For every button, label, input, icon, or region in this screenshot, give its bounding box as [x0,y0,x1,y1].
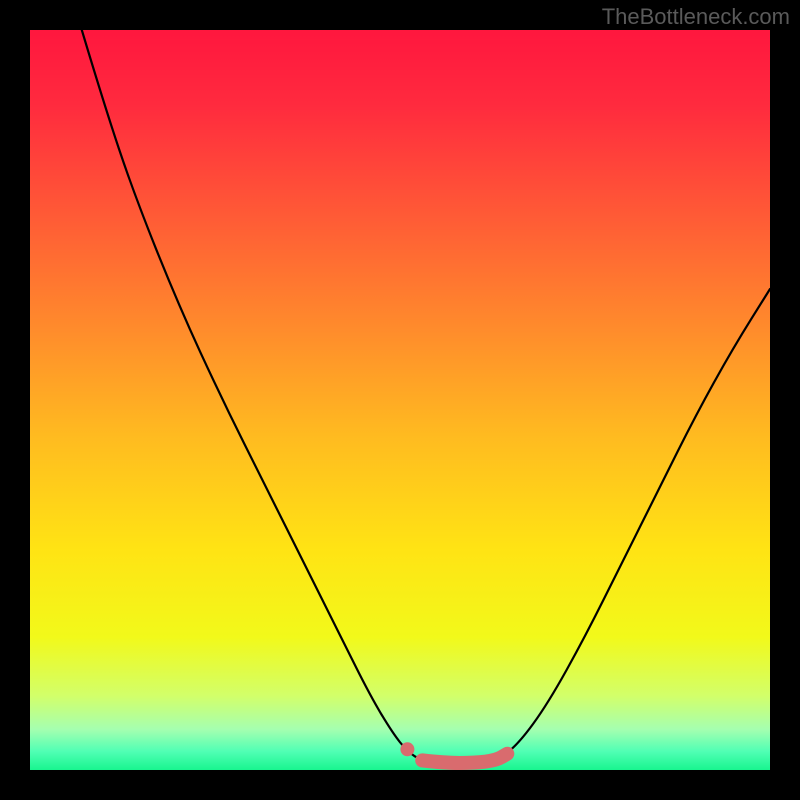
plot-background [30,30,770,770]
highlight-dot [400,742,414,756]
chart-svg [0,0,800,800]
watermark-text: TheBottleneck.com [602,4,790,30]
bottleneck-chart: TheBottleneck.com [0,0,800,800]
